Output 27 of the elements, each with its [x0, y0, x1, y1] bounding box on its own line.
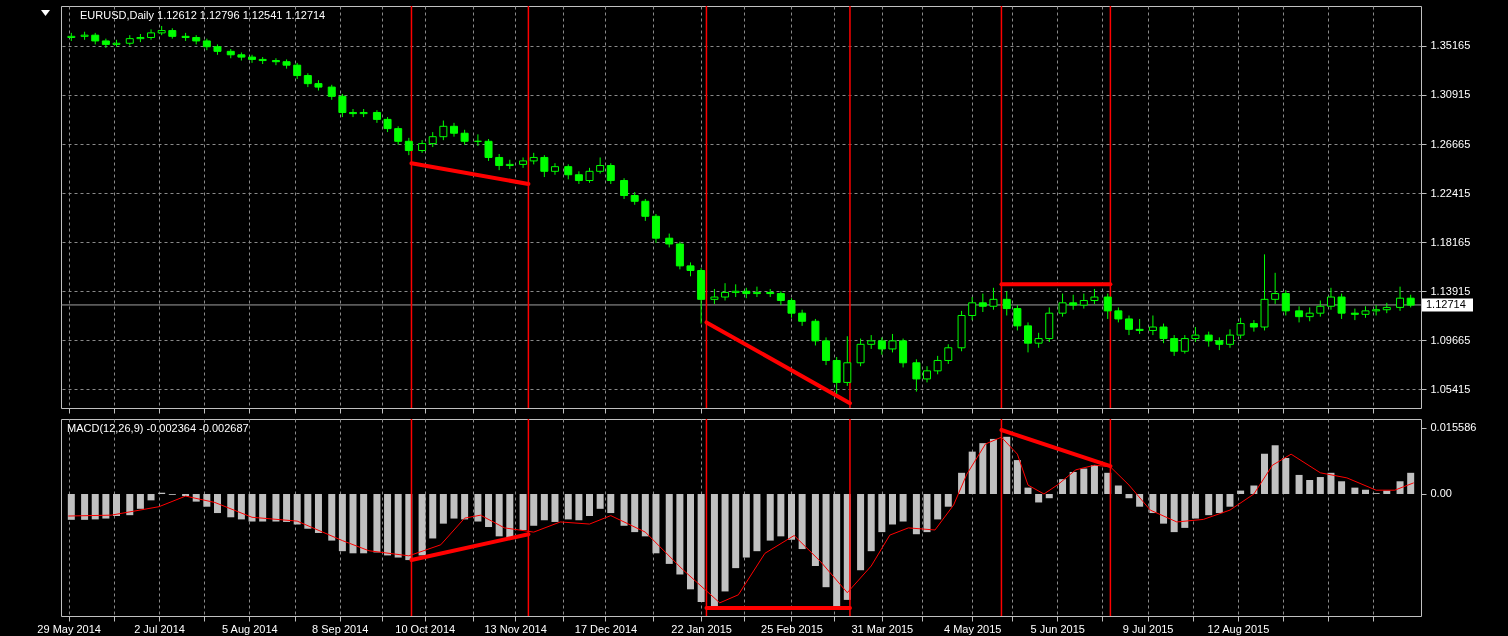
- chart-title: MACD(12,26,9) -0.002364 -0.002687: [67, 422, 249, 434]
- chart-title: EURUSD,Daily 1.12612 1.12796 1.12541 1.12714: [80, 9, 326, 21]
- x-tick-label: 12 Aug 2015: [1207, 622, 1270, 635]
- x-tick-label: 17 Dec 2014: [574, 622, 638, 635]
- x-tick-label: 10 Oct 2014: [395, 622, 456, 635]
- y-tick-label: 1.26665: [1430, 137, 1471, 150]
- y-tick-label: 1.35165: [1430, 39, 1471, 52]
- y-tick-label: 0.015586: [1430, 421, 1477, 434]
- y-tick-label: 1.18165: [1430, 235, 1471, 248]
- x-tick-label: 8 Sep 2014: [312, 622, 369, 635]
- x-tick-label: 31 Mar 2015: [851, 622, 914, 635]
- x-tick-label: 4 May 2015: [943, 622, 1002, 635]
- x-tick-label: 2 Jul 2014: [134, 622, 185, 635]
- x-tick-label: 25 Feb 2015: [761, 622, 823, 635]
- y-tick-label: 1.09665: [1430, 333, 1471, 346]
- y-tick-label: 0.00: [1430, 487, 1452, 500]
- x-tick-label: 9 Jul 2015: [1122, 622, 1174, 635]
- x-tick-label: 5 Jun 2015: [1030, 622, 1085, 635]
- y-tick-label: 1.30915: [1430, 88, 1471, 101]
- x-tick-label: 22 Jan 2015: [671, 622, 732, 635]
- x-tick-label: 13 Nov 2014: [484, 622, 547, 635]
- y-tick-label: 1.22415: [1430, 186, 1471, 199]
- y-tick-label: 1.05415: [1430, 382, 1471, 395]
- ref-line-label: 1.12714: [1426, 297, 1466, 310]
- x-tick-label: 5 Aug 2014: [222, 622, 278, 635]
- y-tick-label: 1.13915: [1430, 284, 1471, 297]
- x-tick-label: 29 May 2014: [37, 622, 101, 635]
